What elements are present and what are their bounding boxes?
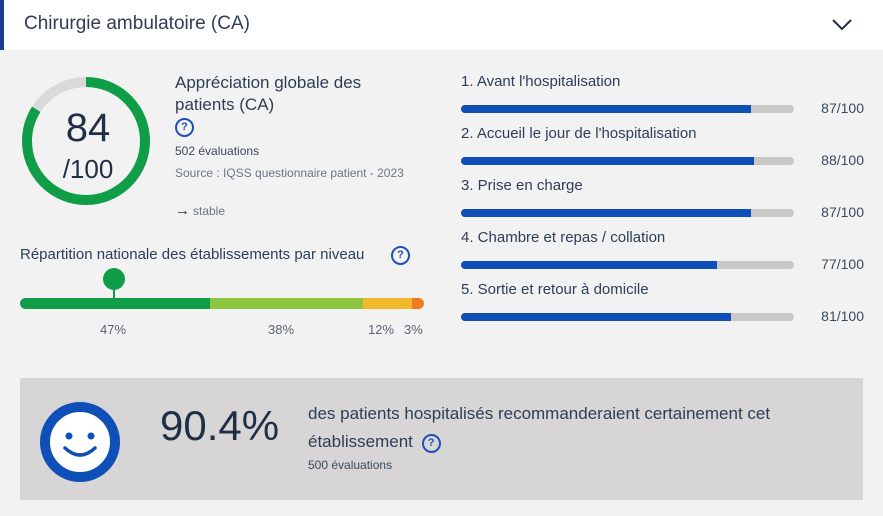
overall-evaluations: 502 évaluations xyxy=(175,144,260,158)
distribution-segment xyxy=(20,298,210,309)
establishment-marker-stem xyxy=(113,289,115,299)
overall-title: Appréciation globale des patients (CA) xyxy=(175,73,362,114)
criterion-bar xyxy=(461,313,794,321)
criterion-bar xyxy=(461,261,794,269)
distribution-segment xyxy=(209,298,364,309)
score-gauge xyxy=(22,77,150,205)
trend-label: stable xyxy=(193,204,226,218)
criterion-label: 1. Avant l'hospitalisation xyxy=(461,73,621,90)
recommendation-text: des patients hospitalisés recommanderaie… xyxy=(308,400,828,456)
criterion-bar-fill xyxy=(461,157,755,165)
criterion-bar xyxy=(461,209,794,217)
criterion-score: 88/100 xyxy=(821,152,864,168)
criterion-bar xyxy=(461,157,794,165)
criterion-bar xyxy=(461,105,794,113)
criterion-label: 3. Prise en charge xyxy=(461,177,583,194)
criterion-score: 77/100 xyxy=(821,256,864,272)
criterion-label: 4. Chambre et repas / collation xyxy=(461,229,666,246)
criterion-bar-fill xyxy=(461,261,718,269)
smiley-icon xyxy=(40,402,120,482)
distribution-label: 3% xyxy=(404,322,423,337)
arrow-right-icon: → xyxy=(175,202,190,219)
criterion-score: 87/100 xyxy=(821,204,864,220)
establishment-marker xyxy=(103,268,125,290)
score-gauge-arc xyxy=(22,77,150,205)
overall-score: 84 xyxy=(65,106,111,150)
section-header[interactable]: Chirurgie ambulatoire (CA) xyxy=(0,0,883,50)
recommendation-evaluations: 500 évaluations xyxy=(308,458,393,472)
help-icon[interactable]: ? xyxy=(391,246,410,265)
distribution-segment xyxy=(363,298,412,309)
distribution-label: 12% xyxy=(368,322,395,337)
overall-score-max: /100 xyxy=(62,154,114,184)
help-icon[interactable]: ? xyxy=(175,118,194,137)
recommendation-text-label: des patients hospitalisés recommanderaie… xyxy=(308,404,771,451)
distribution-bar xyxy=(20,298,424,309)
criterion-bar-fill xyxy=(461,105,751,113)
overall-trend: → stable xyxy=(175,202,225,219)
recommendation-panel xyxy=(20,378,863,500)
criterion-bar-fill xyxy=(461,209,751,217)
overall-source: Source : IQSS questionnaire patient - 20… xyxy=(175,166,404,180)
chevron-down-icon[interactable] xyxy=(831,18,853,32)
distribution-label: 38% xyxy=(268,322,295,337)
help-icon[interactable]: ? xyxy=(421,434,441,453)
distribution-segment xyxy=(411,298,424,309)
criterion-score: 87/100 xyxy=(821,100,864,116)
distribution-label: 47% xyxy=(100,322,127,337)
criterion-bar-fill xyxy=(461,313,731,321)
recommendation-value: 90.4% xyxy=(160,402,280,449)
criterion-label: 5. Sortie et retour à domicile xyxy=(461,281,649,298)
section-title: Chirurgie ambulatoire (CA) xyxy=(24,13,250,34)
criterion-score: 81/100 xyxy=(821,308,864,324)
criterion-label: 2. Accueil le jour de l'hospitalisation xyxy=(461,125,697,142)
distribution-title: Répartition nationale des établissements… xyxy=(20,246,365,263)
